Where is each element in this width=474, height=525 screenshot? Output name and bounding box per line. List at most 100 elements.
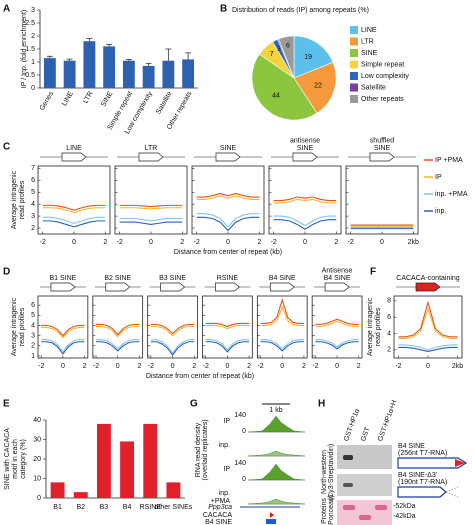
profile-line [119,217,183,222]
bar [122,60,135,88]
x-tick-label: 0 [303,239,307,246]
x-tick-label: 0 [171,363,175,370]
axis-label: Distance from center of repeat (kb) [146,373,254,380]
blot-band [343,455,353,460]
y-tick-label: 5 [31,189,35,196]
lane-label: GST-HP1α [343,408,361,442]
probe-icon [397,457,468,469]
profile-line [398,346,458,353]
plot-frame [268,165,342,235]
profile-line [260,339,304,350]
subplot-title: B4 SINE [324,275,351,282]
x-tick-label: SINE [100,90,114,108]
track-label: inp. [219,442,230,449]
y-tick-label: 4 [387,330,391,337]
profile-line [196,192,260,198]
y-tick-label: 7 [31,165,35,172]
legend-label: Low complexity [361,73,409,80]
subplot-title: SINE [297,145,314,152]
pie-slice [251,53,318,121]
profile-line [42,207,106,214]
track-ymax: 140 [234,460,246,467]
profile-line [42,220,106,228]
plot-frame [191,165,265,235]
profile-line [398,300,458,338]
x-tick-label: 2 [334,239,338,246]
profile-line [150,323,195,335]
profile-line [119,221,183,226]
probe-label: (256nt T7-RNA) [398,450,447,457]
stain-band [375,505,387,510]
track-ymin: 0 [242,476,246,483]
profile-line [150,339,195,354]
x-tick-label: -2 [271,239,277,246]
profile-line [260,305,304,327]
profile-line [205,322,250,328]
x-tick-label: Genes [39,90,56,112]
track-ymax: 140 [234,412,246,419]
y-tick-label: 2 [387,347,391,354]
marker-label: -52kDa [393,503,416,510]
plot-frame [345,165,419,235]
axis-label: read profiles [19,307,26,346]
subplot-title: CACACA-containing [396,275,460,282]
profile-line [260,298,304,324]
panel-letter: F [370,267,376,278]
axis-label: (Cy3-Streptavidin) [328,444,335,500]
profile-line [315,318,359,326]
y-tick-label: 1 [31,59,35,66]
blot-band [343,483,353,487]
stain [337,500,392,525]
profile-line [273,198,337,204]
coverage [247,450,306,457]
subplot-title: B1 SINE [49,275,76,282]
x-tick-label: B1 [53,504,62,511]
repeat-icon [61,152,87,162]
legend-label: Other repeats [361,96,404,103]
stain-band [359,515,371,520]
probe-label: B4 SINE [398,443,425,450]
legend-label: IP [435,174,442,181]
x-tick-label: -2 [312,363,318,370]
x-tick-label: -2 [395,363,401,370]
profile-line [315,320,359,328]
y-tick-label: 1 [31,353,35,360]
y-tick-label: 1.5 [25,46,35,53]
data-label: 2 [277,46,281,53]
bar [50,482,65,498]
profile-line [205,339,250,351]
probe-motif [455,459,465,467]
repeat-icon [269,282,295,292]
profile-line [398,307,458,339]
x-tick-label: RSINE [140,504,162,511]
y-tick-label: 2 [31,225,35,232]
panel-letter: G [190,399,198,410]
data-label: 44 [272,92,280,99]
legend-swatch [350,83,358,92]
y-tick-label: 2.5 [25,20,35,27]
track-label: IP [223,418,230,425]
y-tick-label: 0 [37,495,41,502]
y-tick-label: 3 [31,213,35,220]
bar [166,482,181,498]
profile-line [315,339,359,348]
bar [96,423,111,498]
y-tick-label: 0.5 [25,72,35,79]
x-tick-label: 2kb [408,239,419,246]
subplot-title: LINE [66,145,82,152]
axis-label: (overlaid replicates) [202,419,209,480]
panel-letter: C [3,142,10,153]
y-tick-label: 30 [33,436,41,443]
legend-label: Satellite [361,84,386,91]
subplot-title: B2 SINE [104,275,131,282]
x-tick-label: 0 [280,363,284,370]
x-tick-label: -2 [257,363,263,370]
y-tick-label: 6 [31,302,35,309]
y-tick-label: 2 [31,343,35,350]
subplot-title: B3 SINE [159,275,186,282]
bar [103,46,116,88]
x-tick-label: 0 [335,363,339,370]
axis-label: Average intragenic [11,170,18,229]
subplot-title: antisense [290,137,320,144]
data-label: 19 [304,54,312,61]
